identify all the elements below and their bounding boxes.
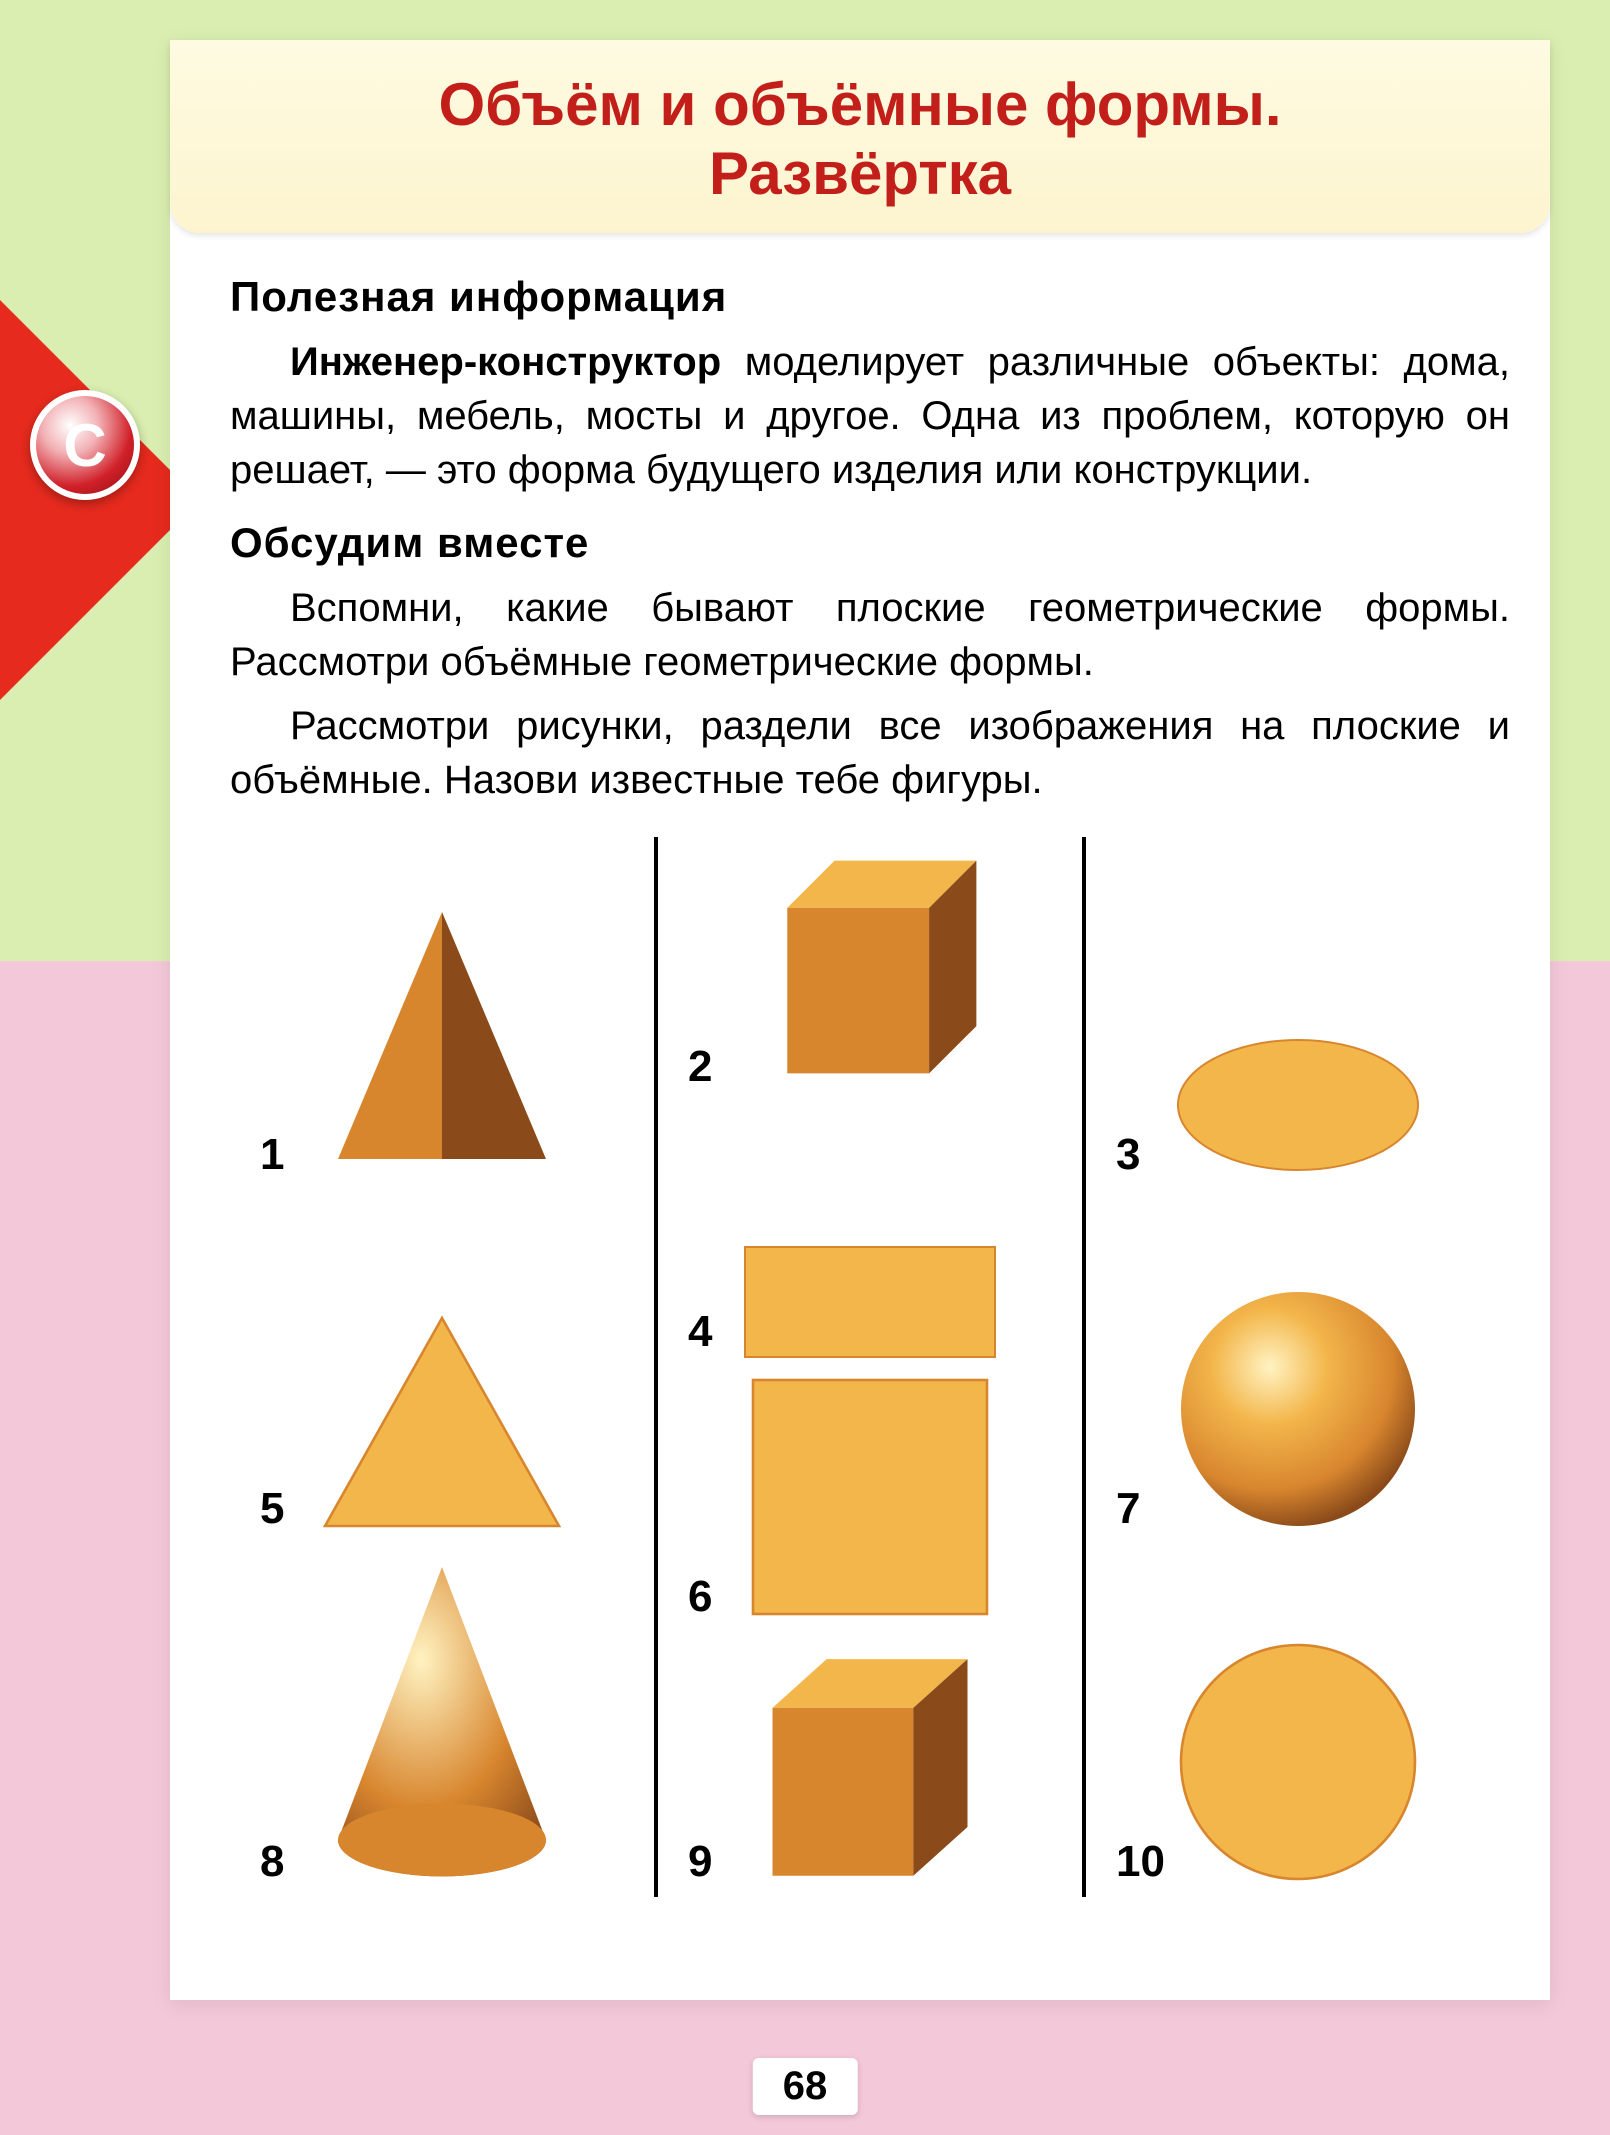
title-line-2: Развёртка [190,139,1530,208]
heading-discuss: Обсудим вместе [230,519,1510,567]
info-bold: Инженер-конструктор [290,340,721,384]
shape-cube-icon [740,837,1000,1102]
shape-number: 1 [260,1130,284,1180]
badge-letter: С [63,411,106,480]
shape-number: 9 [688,1837,712,1887]
shape-number: 4 [688,1307,712,1357]
shape-cell-3: 3 [1106,837,1490,1190]
shape-number: 2 [688,1042,712,1092]
badge-letter-icon: С [30,390,140,500]
shape-pyramid-icon [312,899,572,1190]
shape-cell-7: 7 [1106,1190,1490,1543]
shape-number: 10 [1116,1837,1165,1887]
shape-cell-1: 1 [250,837,634,1190]
shape-cell-4: 4 [678,1102,1062,1367]
shape-ellipse-icon [1168,1025,1428,1190]
heading-info: Полезная информация [230,273,1510,321]
shape-cell-5: 5 [250,1190,634,1543]
shape-number: 5 [260,1484,284,1534]
paragraph-info: Инженер-конструктор моделирует различные… [230,335,1510,497]
shapes-col-2: 2 4 6 9 [658,837,1082,1897]
title-banner: Объём и объёмные формы. Развёртка [170,40,1550,233]
shape-cell-8: 8 [250,1544,634,1897]
shape-cuboid-icon [740,1632,1000,1897]
shape-cell-2: 2 [678,837,1062,1102]
shape-sphere-icon [1168,1279,1428,1544]
shape-rectangle-icon [740,1242,1000,1367]
title-line-1: Объём и объёмные формы. [190,70,1530,139]
shape-cell-9: 9 [678,1632,1062,1897]
shapes-col-3: 3 7 10 [1086,837,1510,1897]
shape-square-icon [740,1367,1000,1632]
shapes-grid: 1 5 8 2 4 [230,837,1510,1897]
shape-number: 7 [1116,1484,1140,1534]
shapes-col-1: 1 5 8 [230,837,654,1897]
shape-triangle-icon [312,1305,572,1544]
paragraph-discuss-2: Рассмотри рисунки, раздели все изображен… [230,699,1510,807]
page: С Объём и объёмные формы. Развёртка Поле… [0,0,1610,2135]
shape-cell-6: 6 [678,1367,1062,1632]
content-card: Объём и объёмные формы. Развёртка Полезн… [170,40,1550,2000]
shape-cone-icon [312,1554,572,1897]
shape-cell-10: 10 [1106,1544,1490,1897]
page-number: 68 [753,2058,858,2115]
shape-number: 6 [688,1572,712,1622]
shape-circle-icon [1168,1632,1428,1897]
paragraph-discuss-1: Вспомни, какие бывают плоские геометриче… [230,581,1510,689]
shape-number: 8 [260,1837,284,1887]
shape-number: 3 [1116,1130,1140,1180]
